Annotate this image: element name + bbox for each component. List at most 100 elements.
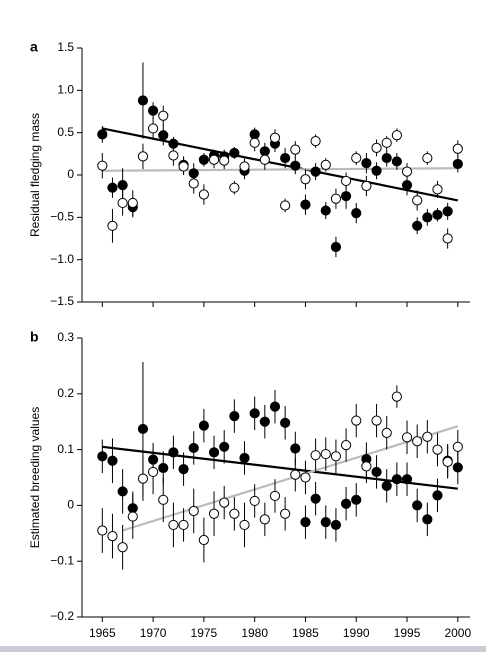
point [249, 408, 260, 419]
point [137, 473, 149, 484]
point [158, 462, 169, 474]
point [300, 472, 311, 483]
point [381, 152, 392, 164]
point [208, 508, 220, 519]
point [229, 147, 240, 159]
y-tick-label: 0.2 [57, 386, 74, 400]
point [320, 205, 331, 216]
point [330, 451, 342, 462]
point [269, 132, 281, 143]
point [107, 455, 118, 466]
point [117, 542, 128, 553]
point [219, 497, 230, 508]
point [280, 508, 291, 519]
point [127, 511, 138, 522]
point [401, 432, 413, 443]
y-tick-label: 0.3 [57, 330, 74, 344]
y-tick-label: 0 [67, 498, 74, 512]
y-tick-label: −0.1 [50, 553, 74, 567]
x-tick-label: 1965 [89, 626, 116, 640]
point [320, 448, 331, 460]
y-axis-label: Residual fledging mass [28, 113, 42, 237]
y-tick-label: −1.0 [50, 252, 74, 266]
point [422, 431, 433, 442]
point [452, 158, 463, 170]
point [340, 191, 352, 202]
point [391, 156, 402, 167]
point [280, 200, 291, 211]
point [391, 474, 402, 485]
point [147, 466, 159, 478]
y-tick-label: 0 [67, 167, 74, 181]
point [219, 155, 230, 166]
y-tick-label: 1.5 [57, 40, 74, 54]
point [178, 161, 189, 172]
point [208, 154, 220, 165]
point [229, 182, 240, 193]
point [147, 123, 159, 134]
point [249, 495, 260, 507]
point [107, 220, 118, 231]
y-tick-label: −0.5 [50, 210, 74, 224]
point [107, 182, 118, 193]
point [97, 451, 108, 462]
point [158, 110, 169, 121]
point [391, 391, 402, 402]
point [239, 452, 250, 464]
point [452, 462, 463, 473]
point [330, 519, 342, 531]
x-tick-label: 1975 [191, 626, 218, 640]
point [401, 474, 413, 485]
taskbar-strip [0, 646, 486, 652]
y-tick-label: 0.1 [57, 442, 74, 456]
point [361, 158, 372, 169]
panel-label: b [30, 329, 39, 345]
x-tick-label: 1980 [241, 626, 268, 640]
point [188, 505, 199, 517]
point [412, 220, 423, 231]
point [310, 493, 321, 504]
panel-label: a [30, 39, 38, 55]
point [300, 199, 311, 210]
trend-line [122, 425, 459, 532]
point [422, 514, 433, 525]
point [371, 142, 382, 154]
point [361, 180, 372, 192]
point [280, 417, 291, 428]
point [412, 500, 423, 511]
point [340, 440, 352, 451]
point [168, 447, 179, 458]
y-tick-label: 0.5 [57, 125, 74, 139]
trend-line [102, 167, 458, 172]
point [147, 105, 159, 116]
x-tick-label: 2000 [444, 626, 471, 640]
point [229, 411, 240, 422]
point [330, 241, 342, 253]
point [239, 519, 250, 531]
point [188, 442, 199, 454]
point [310, 166, 321, 177]
point [107, 530, 118, 542]
point [168, 150, 179, 161]
point [412, 195, 423, 206]
point [320, 159, 331, 170]
point [340, 175, 352, 187]
x-tick-label: 1970 [140, 626, 167, 640]
point [391, 130, 402, 141]
y-axis-label: Estimated breeding values [28, 407, 42, 548]
point [117, 197, 128, 209]
point [422, 212, 433, 223]
point [97, 129, 108, 140]
point [320, 517, 331, 528]
point [371, 466, 382, 478]
point [300, 174, 311, 185]
trend-line [102, 127, 459, 202]
point [229, 508, 240, 519]
point [168, 519, 179, 531]
point [198, 154, 209, 165]
point [269, 401, 281, 412]
point [381, 137, 392, 148]
point [117, 180, 128, 191]
point [452, 441, 463, 452]
